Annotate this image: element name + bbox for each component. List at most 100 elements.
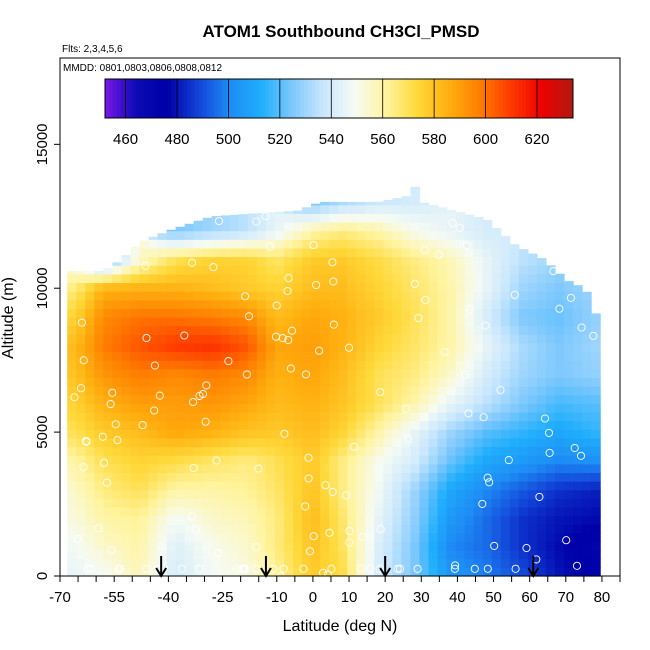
heatmap-cell xyxy=(229,368,240,379)
sample-point xyxy=(403,434,413,443)
heatmap-cell xyxy=(509,446,520,456)
heatmap-cell xyxy=(428,239,439,249)
heatmap-cell xyxy=(419,472,430,482)
heatmap-cell xyxy=(410,247,421,258)
heatmap-cell xyxy=(175,317,186,327)
heatmap-cell xyxy=(247,463,258,473)
heatmap-cell xyxy=(500,342,511,353)
heatmap-cell xyxy=(383,230,393,240)
heatmap-cell xyxy=(527,455,538,465)
heatmap-cell xyxy=(284,437,294,448)
heatmap-cell xyxy=(175,386,186,396)
heatmap-cell xyxy=(229,317,240,327)
sample-point xyxy=(70,393,79,402)
heatmap-cell xyxy=(193,342,204,353)
heatmap-cell xyxy=(446,455,457,465)
heatmap-cell xyxy=(166,334,177,344)
heatmap-cell xyxy=(175,247,186,258)
heatmap-cell xyxy=(564,386,574,396)
heatmap-cell xyxy=(374,411,384,422)
heatmap-cell xyxy=(347,472,357,482)
heatmap-cell xyxy=(473,342,484,353)
heatmap-cell xyxy=(302,342,312,353)
heatmap-cell xyxy=(175,273,186,284)
heatmap-cell xyxy=(302,213,312,223)
heatmap-cell xyxy=(374,351,384,361)
heatmap-cell xyxy=(401,411,412,422)
heatmap-cell xyxy=(302,506,312,517)
heatmap-cell xyxy=(247,291,258,301)
heatmap-cell xyxy=(284,239,294,249)
heatmap-cell xyxy=(536,334,547,344)
heatmap-cell xyxy=(265,342,276,353)
heatmap-cell xyxy=(564,515,574,525)
heatmap-cell xyxy=(175,256,186,266)
heatmap-cell xyxy=(293,230,303,240)
heatmap-cell xyxy=(573,446,583,456)
heatmap-cell xyxy=(446,239,457,249)
colorbar-segment xyxy=(545,79,551,118)
heatmap-cell xyxy=(247,230,258,240)
heatmap-cell xyxy=(202,291,213,301)
heatmap-cell xyxy=(491,532,502,543)
heatmap-cell xyxy=(410,273,421,284)
heatmap-cell xyxy=(302,299,312,309)
heatmap-cell xyxy=(121,256,132,266)
heatmap-cell xyxy=(365,481,375,491)
heatmap-cell xyxy=(428,411,439,422)
colorbar-segment xyxy=(300,79,305,118)
heatmap-cell xyxy=(482,506,493,517)
heatmap-cell xyxy=(293,351,303,361)
heatmap-cell xyxy=(311,360,321,370)
heatmap-cell xyxy=(130,377,141,387)
heatmap-cell xyxy=(247,558,258,568)
heatmap-cell xyxy=(527,325,538,335)
sample-point xyxy=(483,564,492,573)
heatmap-cell xyxy=(148,239,159,249)
heatmap-cell xyxy=(247,489,258,499)
heatmap-cell xyxy=(428,558,439,568)
heatmap-cell xyxy=(545,567,556,577)
heatmap-cell xyxy=(274,386,285,396)
heatmap-cell xyxy=(130,282,141,292)
heatmap-cell xyxy=(428,317,439,327)
heatmap-cell xyxy=(428,273,439,284)
heatmap-cell xyxy=(518,429,529,439)
heatmap-cell xyxy=(428,247,439,258)
heatmap-cell xyxy=(103,567,113,577)
heatmap-cell xyxy=(302,282,312,292)
heatmap-cell xyxy=(464,214,475,223)
heatmap-cell xyxy=(274,550,285,560)
heatmap-cell xyxy=(256,386,267,396)
heatmap-cell xyxy=(392,420,403,430)
heatmap-cell xyxy=(491,558,502,568)
heatmap-cell xyxy=(166,420,177,430)
heatmap-cell xyxy=(347,291,357,301)
heatmap-cell xyxy=(482,351,493,361)
heatmap-cell xyxy=(121,299,132,309)
heatmap-cell xyxy=(220,230,231,240)
heatmap-cell xyxy=(365,256,375,266)
heatmap-cell xyxy=(536,429,547,439)
heatmap-cell xyxy=(564,342,574,353)
heatmap-cell xyxy=(220,463,231,473)
heatmap-cell xyxy=(564,489,574,499)
colorbar-segment xyxy=(561,79,566,118)
heatmap-cell xyxy=(564,437,574,448)
sample-point xyxy=(304,474,313,483)
colorbar-segment xyxy=(510,79,515,118)
heatmap-cell xyxy=(103,515,113,525)
heatmap-cell xyxy=(220,420,231,430)
heatmap-cell xyxy=(536,481,547,491)
heatmap-cell xyxy=(419,377,430,387)
heatmap-cell xyxy=(383,411,393,422)
heatmap-cell xyxy=(582,342,592,353)
colorbar-segment xyxy=(448,79,453,118)
heatmap-cell xyxy=(338,368,348,379)
colorbar-segment xyxy=(393,79,398,118)
sample-point xyxy=(189,463,198,473)
heatmap-cell xyxy=(284,532,294,543)
heatmap-cell xyxy=(94,317,104,327)
heatmap-cell xyxy=(320,360,330,370)
heatmap-cell xyxy=(238,273,249,284)
